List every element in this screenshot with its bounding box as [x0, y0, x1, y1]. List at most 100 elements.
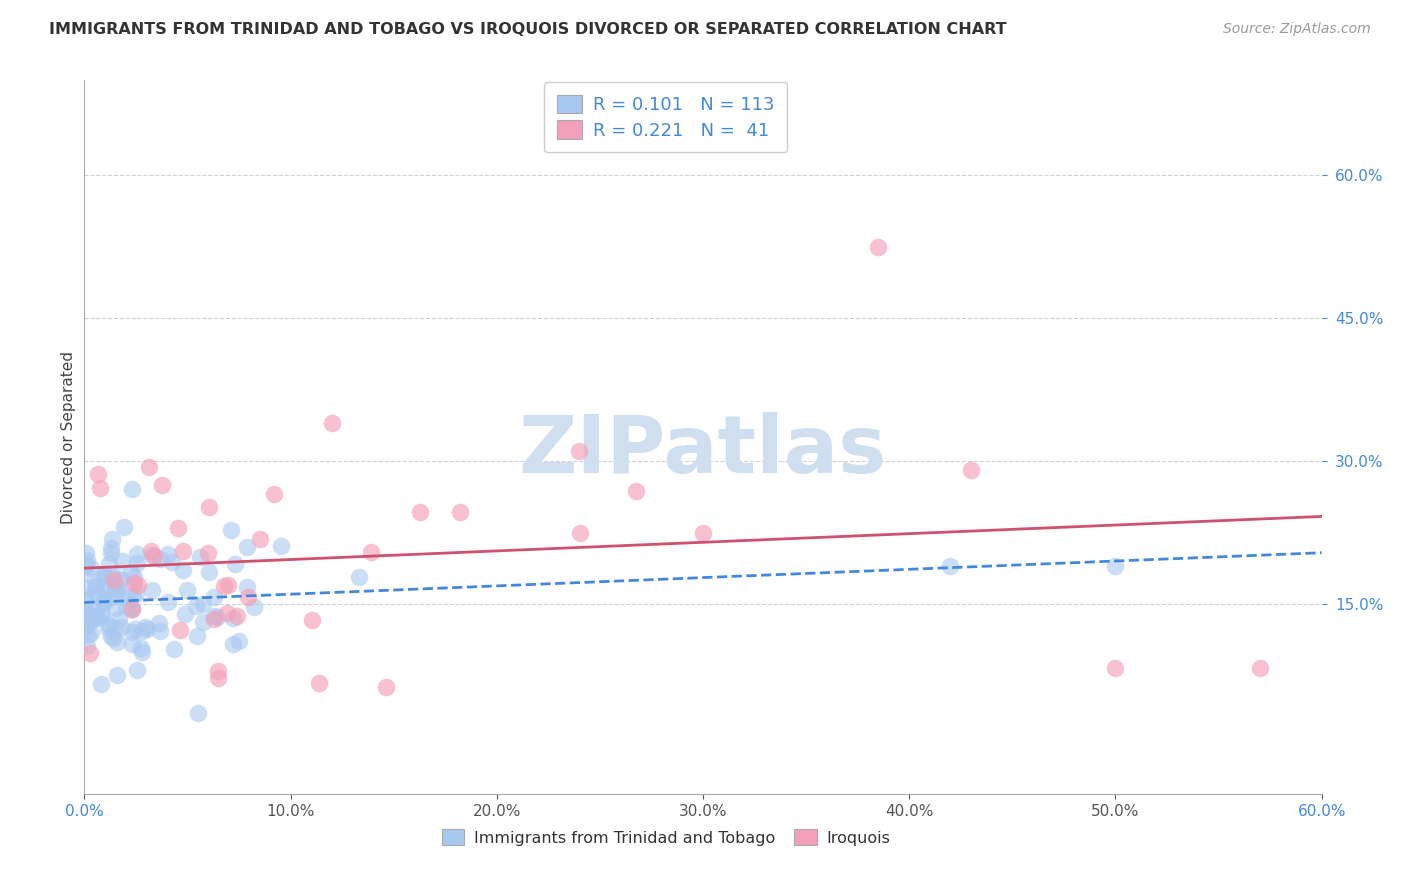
- Point: [626, 484, 648, 499]
- Point: [86, 611, 108, 625]
- Point: [75, 606, 97, 620]
- Point: [263, 487, 285, 501]
- Point: [1249, 661, 1271, 675]
- Point: [77, 606, 100, 620]
- Point: [1104, 661, 1126, 675]
- Point: [75, 546, 97, 560]
- Point: [100, 629, 122, 643]
- Point: [91, 595, 114, 609]
- Point: [93, 595, 115, 609]
- Point: [193, 597, 215, 611]
- Point: [80, 612, 103, 626]
- Point: [139, 544, 162, 558]
- Point: [103, 573, 125, 587]
- Point: [75, 620, 97, 634]
- Point: [124, 622, 146, 636]
- Point: [75, 558, 97, 572]
- Point: [107, 582, 129, 597]
- Point: [79, 647, 101, 661]
- Point: [222, 611, 245, 625]
- Point: [149, 624, 172, 638]
- Point: [75, 567, 97, 582]
- Point: [90, 677, 112, 691]
- Point: [86, 587, 108, 601]
- Point: [125, 586, 148, 600]
- Point: [76, 553, 98, 567]
- Point: [134, 620, 156, 634]
- Point: [568, 444, 591, 458]
- Point: [224, 557, 246, 571]
- Point: [100, 591, 122, 605]
- Point: [108, 572, 131, 586]
- Point: [121, 637, 143, 651]
- Point: [219, 523, 242, 537]
- Point: [409, 505, 432, 519]
- Point: [79, 561, 101, 575]
- Point: [91, 568, 114, 582]
- Point: [249, 533, 271, 547]
- Point: [82, 612, 104, 626]
- Point: [186, 629, 208, 643]
- Point: [191, 615, 214, 630]
- Point: [104, 621, 127, 635]
- Point: [375, 680, 398, 694]
- Point: [148, 616, 170, 631]
- Point: [207, 609, 229, 624]
- Point: [97, 621, 120, 635]
- Point: [76, 639, 98, 653]
- Point: [75, 589, 97, 603]
- Point: [105, 668, 128, 682]
- Point: [112, 520, 135, 534]
- Point: [121, 624, 143, 639]
- Point: [226, 609, 249, 624]
- Point: [121, 482, 143, 496]
- Point: [105, 585, 128, 599]
- Point: [308, 676, 330, 690]
- Y-axis label: Divorced or Separated: Divorced or Separated: [60, 351, 76, 524]
- Point: [75, 616, 97, 631]
- Point: [960, 463, 983, 477]
- Point: [84, 578, 107, 592]
- Point: [321, 416, 343, 430]
- Point: [93, 596, 115, 610]
- Point: [173, 607, 195, 621]
- Point: [129, 641, 152, 656]
- Point: [160, 555, 183, 569]
- Text: IMMIGRANTS FROM TRINIDAD AND TOBAGO VS IROQUOIS DIVORCED OR SEPARATED CORRELATIO: IMMIGRANTS FROM TRINIDAD AND TOBAGO VS I…: [49, 22, 1007, 37]
- Point: [125, 663, 148, 677]
- Point: [127, 548, 149, 562]
- Point: [347, 570, 370, 584]
- Point: [104, 581, 127, 595]
- Point: [360, 545, 382, 559]
- Point: [238, 590, 260, 604]
- Point: [228, 634, 250, 648]
- Point: [90, 610, 112, 624]
- Point: [127, 556, 149, 570]
- Point: [120, 602, 142, 616]
- Point: [202, 612, 225, 626]
- Point: [97, 557, 120, 571]
- Point: [77, 581, 100, 595]
- Point: [138, 460, 160, 475]
- Point: [197, 546, 219, 560]
- Text: ZIPatlas: ZIPatlas: [519, 412, 887, 491]
- Point: [235, 540, 257, 554]
- Point: [101, 568, 124, 582]
- Point: [117, 590, 139, 604]
- Point: [114, 599, 136, 613]
- Point: [122, 570, 145, 584]
- Point: [207, 664, 229, 678]
- Point: [172, 563, 194, 577]
- Point: [150, 478, 173, 492]
- Point: [111, 573, 134, 587]
- Point: [236, 580, 259, 594]
- Point: [301, 613, 323, 627]
- Point: [197, 500, 219, 515]
- Point: [270, 539, 292, 553]
- Point: [148, 552, 170, 566]
- Point: [449, 505, 471, 519]
- Point: [190, 550, 212, 565]
- Point: [167, 521, 190, 535]
- Point: [75, 593, 97, 607]
- Point: [868, 240, 890, 254]
